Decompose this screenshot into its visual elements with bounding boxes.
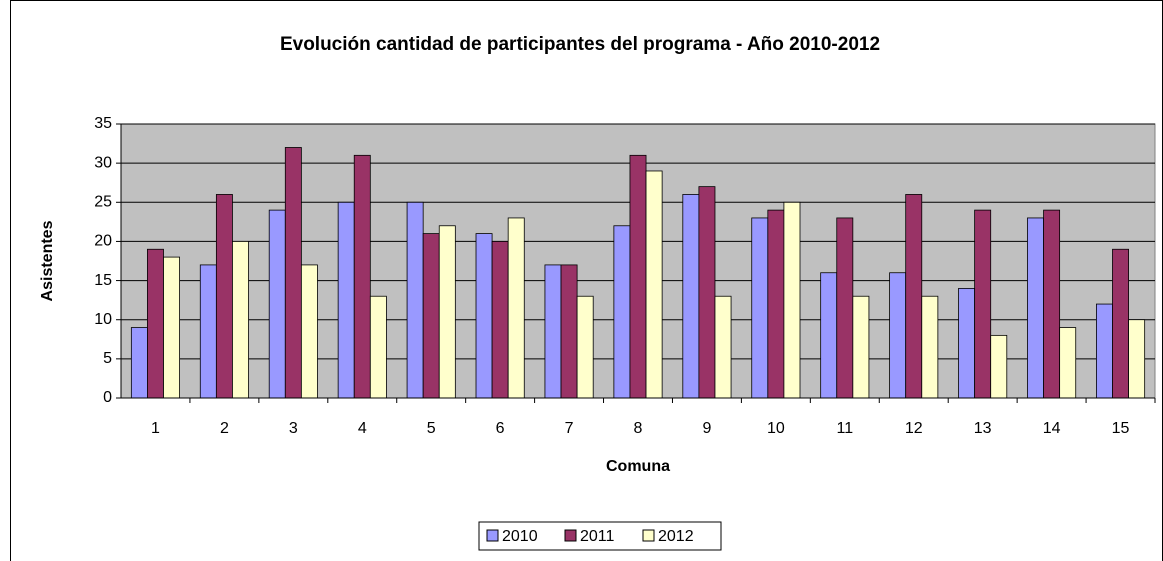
bar [751,217,769,399]
bar [163,256,180,399]
bar [767,209,785,399]
bar [714,295,732,399]
bar [1096,303,1113,399]
bar [905,194,923,399]
y-tick-label: 0 [103,389,112,406]
bar [199,264,217,399]
legend-swatch [486,529,499,542]
bar [284,147,302,399]
y-tick-label: 25 [94,194,112,211]
legend-label: 2012 [658,528,694,545]
x-tick-label: 10 [767,420,785,437]
chart-title: Evolución cantidad de participantes del … [280,34,880,55]
bar [958,287,976,399]
bar [268,209,286,399]
bar [130,327,148,399]
bar [1059,327,1077,399]
bar [147,248,164,399]
bar [783,201,801,399]
bar [836,217,854,399]
bar [820,272,838,399]
y-axis-title: Asistentes [39,220,56,301]
x-tick-label: 15 [1112,420,1130,437]
x-tick-label: 2 [220,420,229,437]
bar [507,217,525,399]
bar [1112,248,1129,399]
bar [491,241,509,399]
bar [1027,217,1044,399]
bar [852,295,870,399]
bar [353,154,371,399]
bar [613,225,631,399]
bar [215,194,233,399]
x-tick-label: 11 [836,420,853,437]
bar [1128,319,1146,399]
x-tick-label: 7 [565,420,574,437]
y-tick-label: 35 [94,115,112,132]
y-tick-label: 15 [94,272,112,289]
x-tick-label: 12 [905,420,923,437]
bar [990,334,1008,399]
bar [369,295,387,399]
bar [682,194,700,399]
bar [560,264,578,399]
x-tick-label: 9 [702,420,711,437]
x-tick-label: 3 [289,420,298,437]
bar [406,201,424,399]
legend-swatch [564,529,577,542]
x-tick-label: 8 [634,420,643,437]
y-tick-label: 30 [94,154,112,171]
legend [478,521,722,551]
bar [438,225,456,399]
x-tick-label: 6 [496,420,505,437]
bar [300,264,318,399]
x-tick-label: 1 [151,420,160,437]
x-tick-label: 5 [427,420,436,437]
y-tick-label: 20 [94,233,112,250]
y-tick-label: 5 [103,350,112,367]
bar [475,233,493,399]
bar [576,295,594,399]
bar [629,154,647,399]
x-tick-label: 13 [974,420,992,437]
bar [974,209,992,399]
bar [645,170,663,399]
legend-label: 2011 [580,528,615,545]
legend-label: 2010 [502,528,538,545]
bar [337,201,355,399]
x-axis-title: Comuna [606,458,670,475]
x-tick-label: 4 [358,420,367,437]
bar [232,241,249,399]
y-tick-label: 10 [94,311,112,328]
bar [698,186,716,399]
x-tick-label: 14 [1043,420,1061,437]
bar [921,295,939,399]
bar [889,272,907,399]
bar [544,264,562,399]
bar [1043,209,1061,399]
bar [422,233,440,399]
legend-swatch [642,529,655,542]
